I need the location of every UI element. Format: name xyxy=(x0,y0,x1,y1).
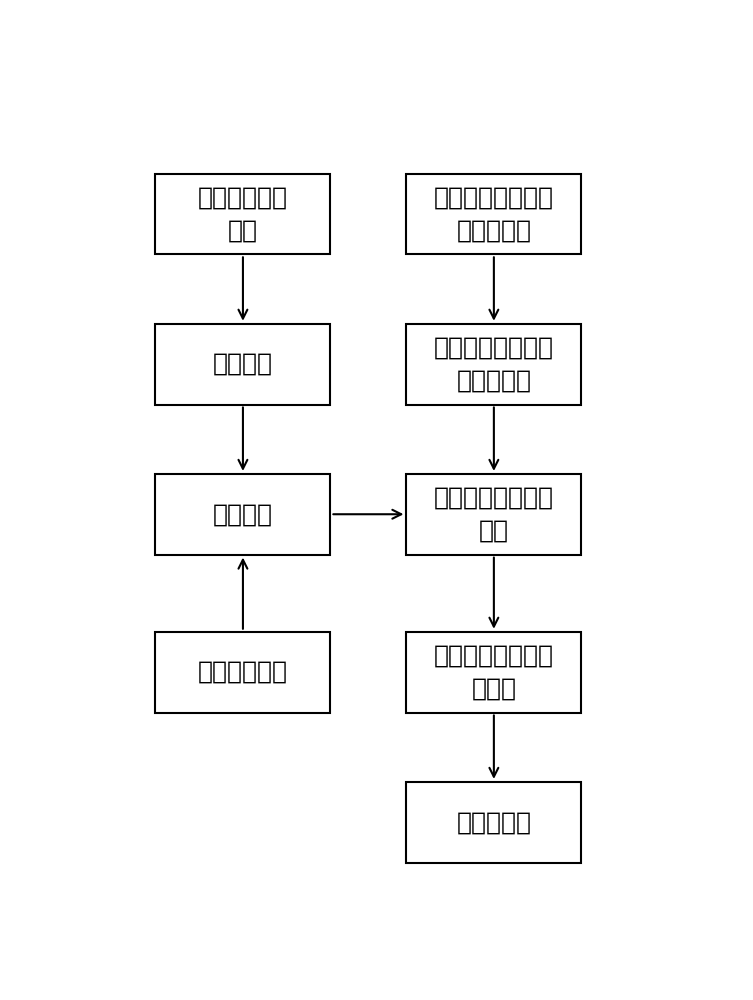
FancyBboxPatch shape xyxy=(155,632,331,713)
Text: 获取目标场景的三
维模型数据: 获取目标场景的三 维模型数据 xyxy=(434,185,554,243)
FancyBboxPatch shape xyxy=(407,782,581,863)
FancyBboxPatch shape xyxy=(407,474,581,555)
Text: 矢量数据网格化及
编码: 矢量数据网格化及 编码 xyxy=(434,485,554,543)
FancyBboxPatch shape xyxy=(155,474,331,555)
Text: 单体化结果: 单体化结果 xyxy=(456,810,532,834)
Text: 影像分割: 影像分割 xyxy=(213,352,273,376)
Text: 编码查询、网格属
性赋值: 编码查询、网格属 性赋值 xyxy=(434,643,554,701)
FancyBboxPatch shape xyxy=(407,324,581,405)
Text: 目标场景影像
数据: 目标场景影像 数据 xyxy=(198,185,288,243)
FancyBboxPatch shape xyxy=(407,632,581,713)
Text: 三维模型多尺度网
格化及编码: 三维模型多尺度网 格化及编码 xyxy=(434,335,554,393)
Text: 矢量数据: 矢量数据 xyxy=(213,502,273,526)
FancyBboxPatch shape xyxy=(407,174,581,254)
FancyBboxPatch shape xyxy=(155,324,331,405)
Text: 开源手段获取: 开源手段获取 xyxy=(198,660,288,684)
FancyBboxPatch shape xyxy=(155,174,331,254)
